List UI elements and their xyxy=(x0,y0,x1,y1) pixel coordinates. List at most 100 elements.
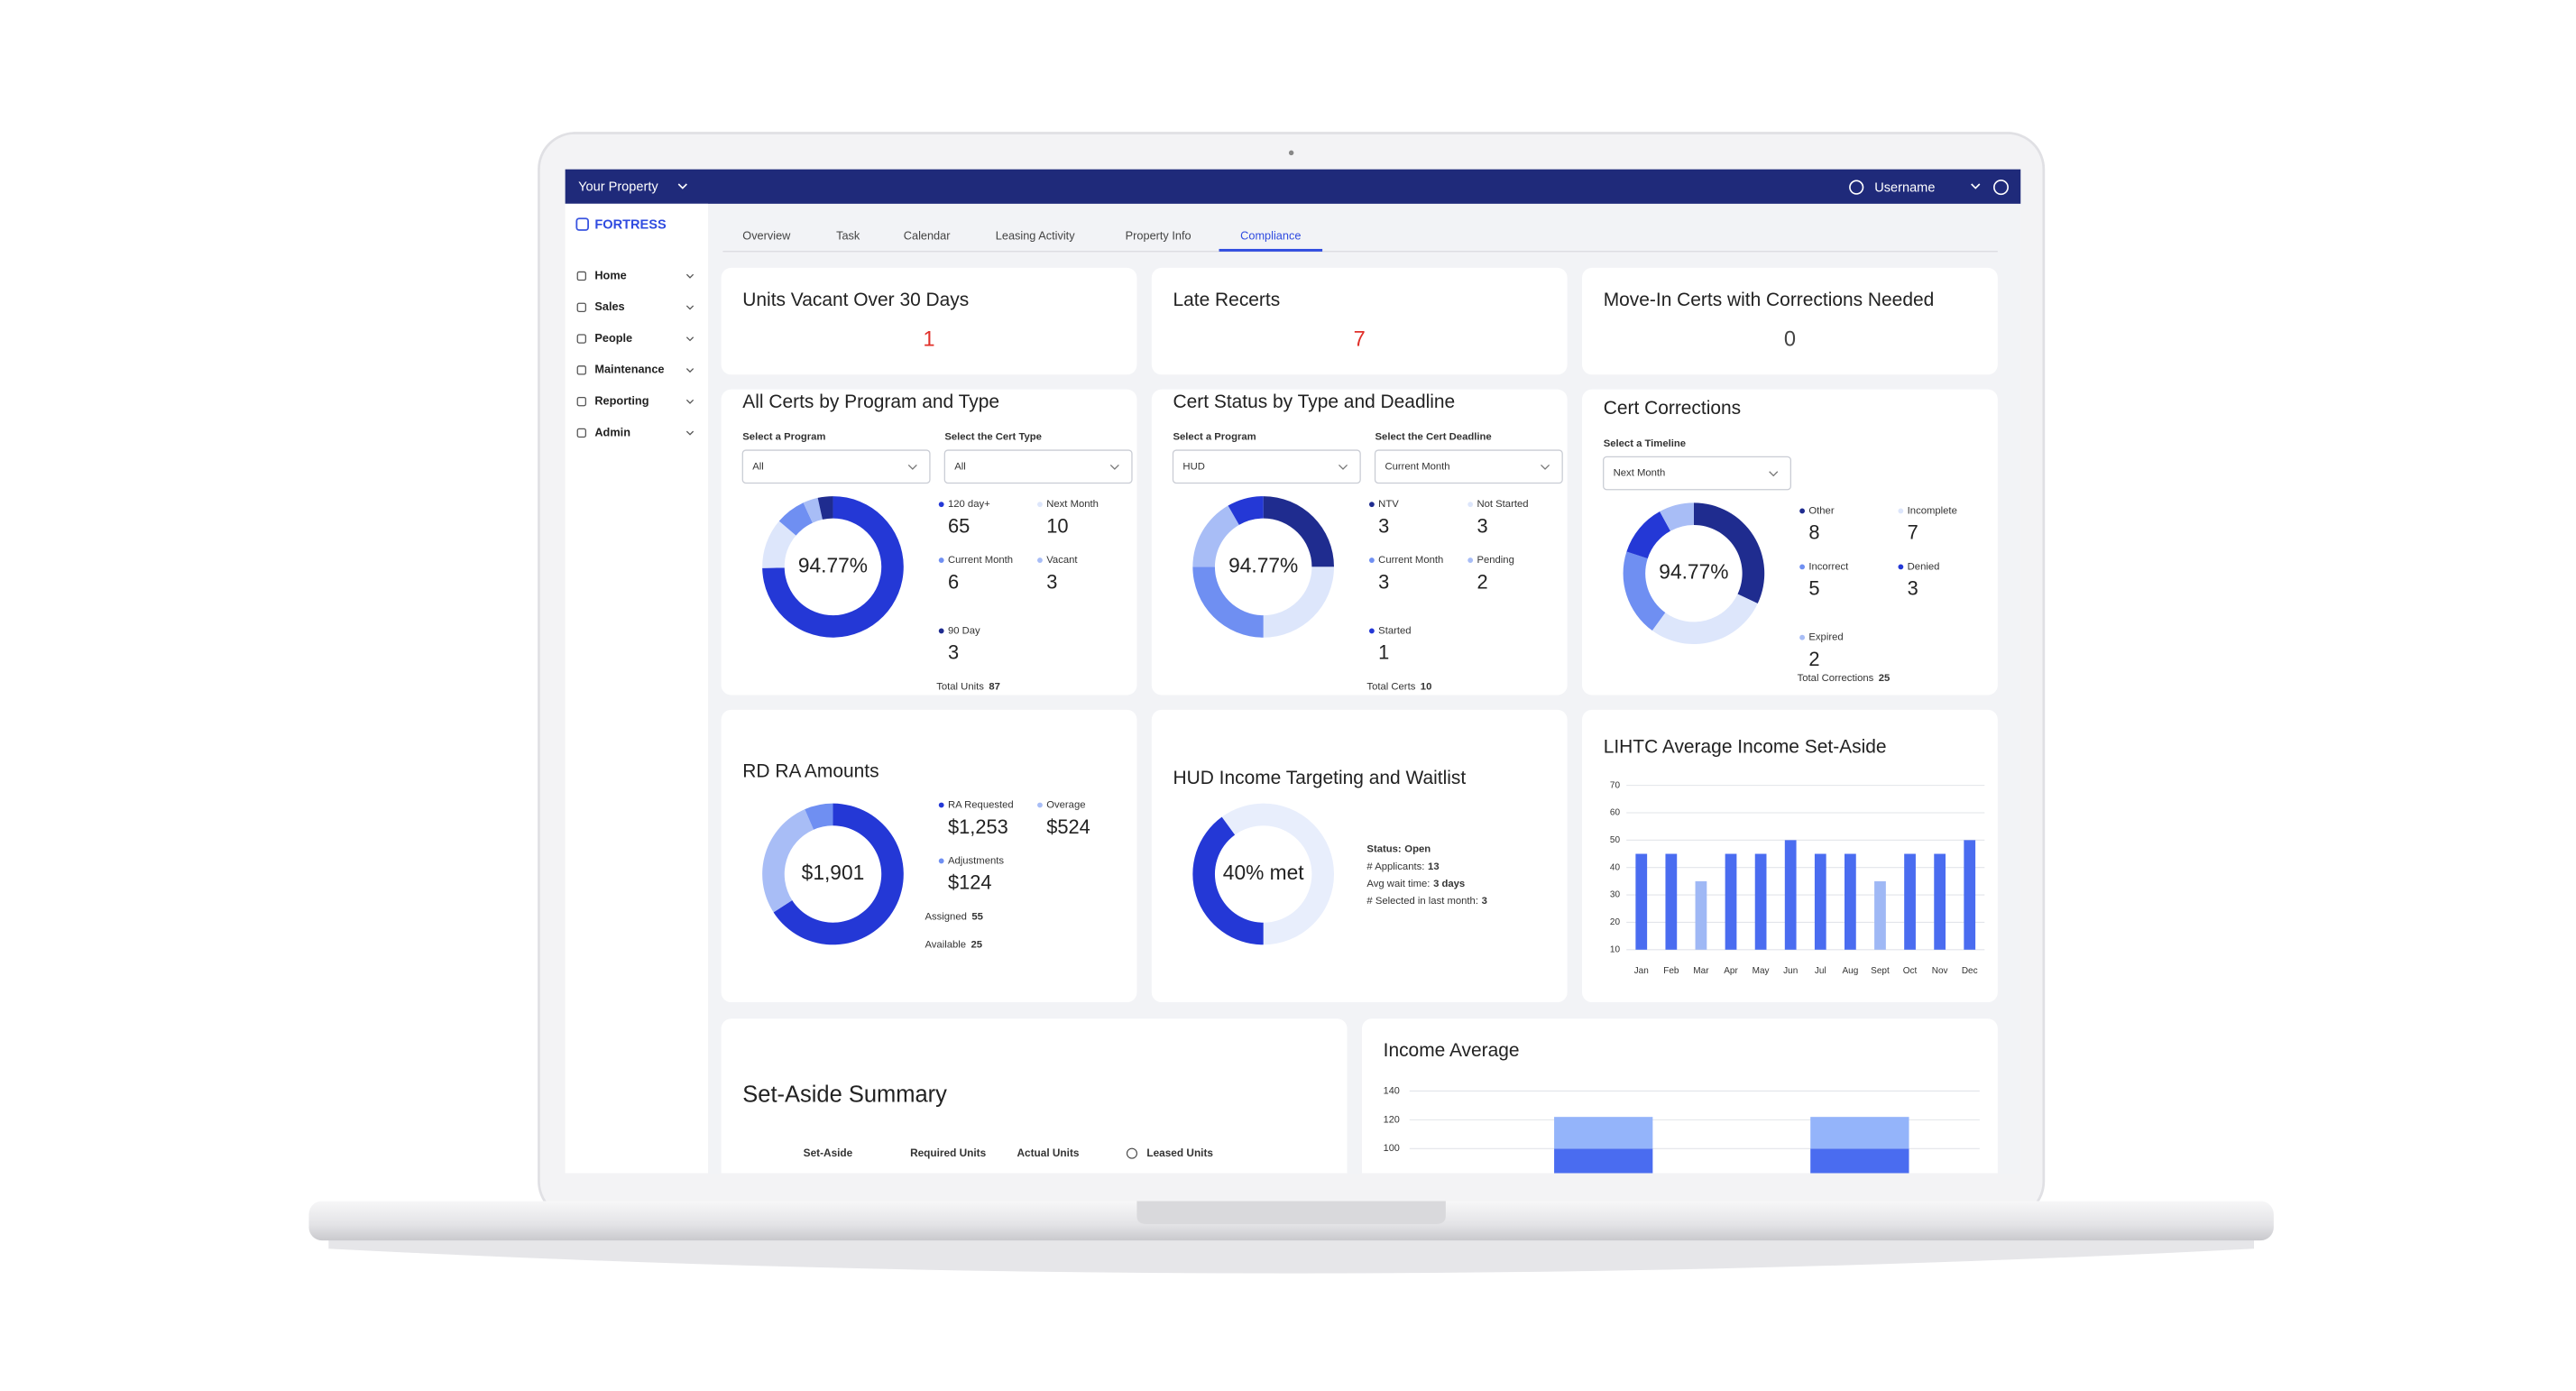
y-tick-label: 40 xyxy=(1610,862,1621,872)
filter-label: Select a Program xyxy=(1173,431,1256,442)
legend-dot xyxy=(938,502,944,508)
nav-item[interactable]: Maintenance xyxy=(594,363,664,376)
x-tick-label: Sept xyxy=(1871,966,1890,976)
stat-value: 7 xyxy=(1354,327,1366,351)
card xyxy=(721,1018,1348,1174)
donut-center-label: 94.77% xyxy=(1659,560,1728,584)
legend-label: Next Month xyxy=(1046,499,1099,510)
legend-value: 2 xyxy=(1477,570,1487,593)
donut-segment xyxy=(762,520,796,568)
dropdown-value: HUD xyxy=(1182,461,1204,472)
legend-value: $524 xyxy=(1046,815,1090,838)
total-label: Total Certs xyxy=(1366,681,1415,692)
chevron xyxy=(685,336,695,342)
user-icon xyxy=(1849,180,1864,195)
dropdown[interactable] xyxy=(1172,449,1361,484)
stat-value: 1 xyxy=(923,327,934,351)
donut-segment xyxy=(1228,496,1264,525)
legend-label: Denied xyxy=(1908,561,1940,572)
app-screen: Your Property Username FORTRESS Home Sale… xyxy=(565,169,2021,1174)
chevron xyxy=(1541,465,1550,470)
username[interactable]: Username xyxy=(1874,180,1935,195)
active-tab-underline xyxy=(1219,248,1323,252)
dropdown[interactable] xyxy=(1374,449,1563,484)
nav-item[interactable]: People xyxy=(594,331,632,345)
stat-title: Move-In Certs with Corrections Needed xyxy=(1604,290,1935,310)
y-tick-label: 30 xyxy=(1610,890,1621,900)
top-bar xyxy=(565,169,2021,204)
total-label: Total Units xyxy=(936,681,984,692)
nav-icon xyxy=(576,365,586,375)
y-tick-label: 60 xyxy=(1610,808,1621,818)
stat-value: 0 xyxy=(1784,327,1796,351)
total: Available 25 xyxy=(925,939,982,950)
nav-item[interactable]: Sales xyxy=(594,299,624,313)
card-title: Cert Status by Type and Deadline xyxy=(1173,392,1456,412)
status-value: 13 xyxy=(1428,861,1440,872)
dropdown[interactable] xyxy=(741,449,931,484)
total-label: Available xyxy=(925,939,966,950)
legend-value: 65 xyxy=(948,514,970,537)
legend-label: Started xyxy=(1378,625,1411,636)
bar xyxy=(1904,853,1916,950)
total-value: 10 xyxy=(1421,681,1432,692)
legend-value: 5 xyxy=(1808,577,1819,600)
nav-item[interactable]: Reporting xyxy=(594,394,649,408)
nav-item[interactable]: Home xyxy=(594,268,626,281)
donut-center-label: 94.77% xyxy=(1228,553,1298,576)
donut-progress xyxy=(1192,816,1264,945)
x-tick-label: Jun xyxy=(1783,966,1798,976)
legend-value: 3 xyxy=(1378,514,1389,537)
nav-icon xyxy=(576,271,586,281)
donut-segment xyxy=(1623,551,1666,631)
legend-dot xyxy=(1368,502,1375,508)
bar xyxy=(1934,853,1946,950)
logo: FORTRESS xyxy=(594,217,667,232)
donut-segment xyxy=(1651,594,1758,644)
legend-value: 3 xyxy=(1046,570,1057,593)
donut-segment xyxy=(805,803,833,830)
legend-value: 1 xyxy=(1378,641,1389,664)
tab[interactable]: Overview xyxy=(742,229,791,243)
donut-segment xyxy=(762,809,814,913)
property-selector[interactable]: Your Property xyxy=(578,180,658,194)
legend-dot xyxy=(1467,557,1474,564)
filter-label: Select the Cert Type xyxy=(944,431,1042,442)
legend-label: 120 day+ xyxy=(948,499,990,510)
legend-value: 2 xyxy=(1808,648,1819,670)
x-tick-label: Feb xyxy=(1663,966,1679,976)
donut-segment xyxy=(1192,567,1264,638)
tab[interactable]: Calendar xyxy=(904,229,951,243)
tab[interactable]: Property Info xyxy=(1126,229,1191,243)
legend-dot xyxy=(1368,557,1375,564)
status-line: Avg wait time: 3 days xyxy=(1366,879,1465,889)
bar xyxy=(1665,853,1678,950)
legend-dot xyxy=(1467,502,1474,508)
bar xyxy=(1784,840,1797,950)
legend-value: 3 xyxy=(1378,570,1389,593)
legend-label: Not Started xyxy=(1477,499,1528,510)
y-tick-label: 20 xyxy=(1610,917,1621,927)
donut-segment xyxy=(803,497,823,523)
legend-label: Incomplete xyxy=(1908,505,1957,516)
status-line: # Selected in last month: 3 xyxy=(1366,896,1486,907)
card-title: All Certs by Program and Type xyxy=(742,392,999,412)
total: Assigned 55 xyxy=(925,911,982,922)
bar xyxy=(1814,853,1826,950)
legend-dot xyxy=(1037,802,1043,808)
donut-segment xyxy=(1693,502,1765,604)
dropdown-value: Current Month xyxy=(1385,461,1449,472)
nav-icon xyxy=(576,334,586,344)
bar-segment xyxy=(1554,1148,1653,1174)
tab[interactable]: Task xyxy=(836,229,860,243)
tab[interactable]: Leasing Activity xyxy=(996,229,1075,243)
tab[interactable]: Compliance xyxy=(1240,229,1301,243)
help-icon[interactable] xyxy=(1993,180,2009,196)
dropdown[interactable] xyxy=(1603,456,1791,491)
legend-label: Overage xyxy=(1046,799,1085,810)
chevron xyxy=(1109,465,1119,470)
x-tick-label: Jul xyxy=(1815,966,1826,976)
nav-item[interactable]: Admin xyxy=(594,425,630,438)
dropdown[interactable] xyxy=(943,449,1133,484)
